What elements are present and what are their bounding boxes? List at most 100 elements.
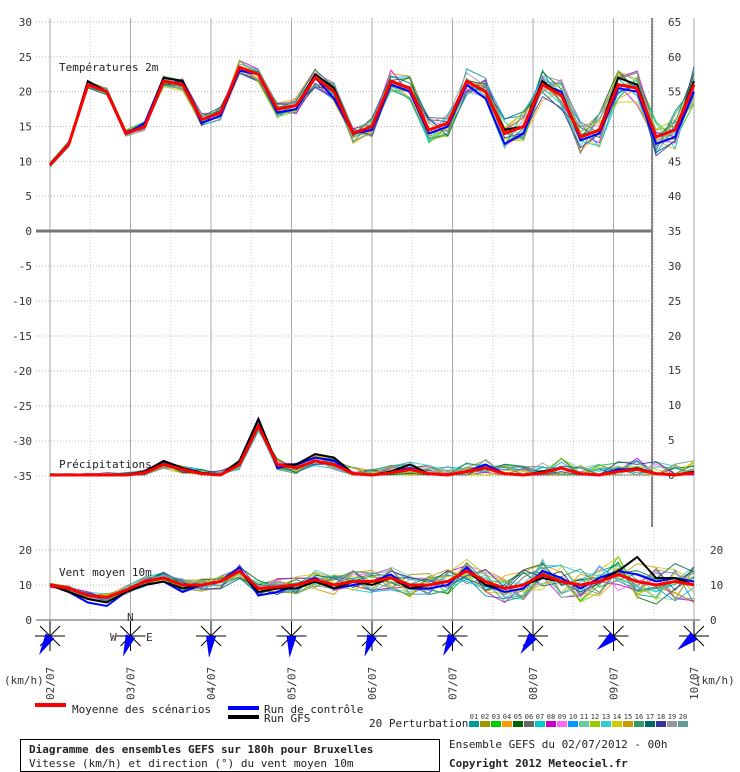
wind-perturbation-5 <box>49 561 695 605</box>
temp-right-tick: 35 <box>668 225 681 238</box>
perturbation-swatch <box>601 721 611 727</box>
compass-e-label: E <box>146 631 153 644</box>
date-label: 10/07 <box>688 667 701 700</box>
legend-gfs-label: Run GFS <box>264 712 310 725</box>
perturbation-swatch <box>590 721 600 727</box>
footer-title-box: Diagramme des ensembles GEFS sur 180h po… <box>20 739 440 772</box>
wind-rose <box>196 621 226 658</box>
perturbation-swatch <box>480 721 490 727</box>
perturbation-swatch <box>557 721 567 727</box>
temp-right-tick: 65 <box>668 16 681 29</box>
rose-direction-wedge <box>596 632 617 651</box>
wind-left-tick: 10 <box>19 579 32 592</box>
precip-right-tick: 15 <box>668 364 681 377</box>
date-label: 08/07 <box>527 667 540 700</box>
date-label: 03/07 <box>125 667 138 700</box>
rose-direction-wedge <box>677 632 698 651</box>
date-label: 06/07 <box>366 667 379 700</box>
perturbation-number: 20 <box>679 713 687 721</box>
lower-left-tick: -35 <box>12 470 32 483</box>
perturbation-number: 19 <box>668 713 676 721</box>
perturbation-number: 01 <box>470 713 478 721</box>
wind-rose <box>276 621 307 658</box>
lower-right-tick: 30 <box>668 260 681 273</box>
perturbation-swatch <box>634 721 644 727</box>
lower-left-tick: -15 <box>12 330 32 343</box>
lower-right-tick: 20 <box>668 330 681 343</box>
wind-left-tick: 0 <box>25 614 32 627</box>
wind-rose <box>596 621 629 651</box>
perturbation-swatch <box>579 721 589 727</box>
wind-perturbation-20 <box>49 560 695 601</box>
perturbation-number: 05 <box>514 713 522 721</box>
rose-direction-wedge <box>443 633 458 656</box>
perturbation-swatch <box>491 721 501 727</box>
date-label: 05/07 <box>286 667 299 700</box>
perturbation-swatch <box>469 721 479 727</box>
temp-series-mean <box>48 65 696 166</box>
footer-subtitle: Vitesse (km/h) et direction (°) du vent … <box>29 757 354 770</box>
legend-control-label: Run de contrôle <box>264 703 363 716</box>
perturbation-swatch <box>612 721 622 727</box>
perturbation-number: 17 <box>646 713 654 721</box>
perturbation-swatch <box>656 721 666 727</box>
perturbation-swatch <box>502 721 512 727</box>
grid-lines <box>36 18 700 621</box>
perturbation-swatch <box>645 721 655 727</box>
perturbation-swatch <box>524 721 534 727</box>
wind-right-tick: 10 <box>710 579 723 592</box>
precip-right-tick: 10 <box>668 399 681 412</box>
temp-right-tick: 40 <box>668 190 681 203</box>
temperature-main-lines <box>48 65 696 166</box>
temp-left-tick: 0 <box>25 225 32 238</box>
date-axis-labels: 02/07 03/07 04/07 05/07 06/07 07/07 08/07 09/07… <box>44 667 701 700</box>
precip-series-mean <box>50 422 695 477</box>
rose-direction-wedge <box>364 634 377 657</box>
temp-right-tick: 60 <box>668 51 681 64</box>
perturbation-number: 14 <box>613 713 621 721</box>
wind-rose <box>115 621 146 657</box>
wind-rose <box>677 621 709 651</box>
rose-direction-wedge <box>286 635 297 658</box>
footer-copyright: Copyright 2012 Meteociel.fr <box>449 757 628 770</box>
perturbation-number: 07 <box>536 713 544 721</box>
perturbation-number: 12 <box>591 713 599 721</box>
rose-axis <box>120 625 141 647</box>
lower-left-tick: -25 <box>12 400 32 413</box>
perturbation-number: 10 <box>569 713 577 721</box>
temp-left-tick: 5 <box>25 190 32 203</box>
wind-right-tick: 0 <box>710 614 717 627</box>
wind-rose <box>437 621 468 656</box>
perturbation-number: 15 <box>624 713 632 721</box>
perturbation-number: 02 <box>481 713 489 721</box>
precip-right-tick: 5 <box>668 434 675 447</box>
wind-direction-roses <box>35 621 709 658</box>
compass-w-label: W <box>110 631 117 644</box>
date-label: 02/07 <box>44 667 57 700</box>
perturbation-swatch <box>678 721 688 727</box>
perturbation-number: 06 <box>525 713 533 721</box>
wind-right-tick: 20 <box>710 544 723 557</box>
lower-left-tick: -5 <box>19 260 32 273</box>
wind-panel-title: Vent moyen 10m <box>59 566 152 579</box>
perturbation-number: 04 <box>503 713 511 721</box>
lower-left-tick: -30 <box>12 435 32 448</box>
perturbation-number: 08 <box>547 713 555 721</box>
rose-direction-wedge <box>122 634 136 657</box>
perturbation-number: 09 <box>558 713 566 721</box>
footer-title: Diagramme des ensembles GEFS sur 180h po… <box>29 743 373 756</box>
rose-direction-wedge <box>520 633 538 655</box>
compass-n-label: N <box>127 611 134 624</box>
date-label: 09/07 <box>608 667 621 700</box>
wind-rose <box>518 621 548 655</box>
temp-left-tick: 30 <box>19 16 32 29</box>
perturbation-number: 03 <box>492 713 500 721</box>
perturbation-swatch <box>535 721 545 727</box>
temp-left-tick: 25 <box>19 51 32 64</box>
perturbation-number: 11 <box>580 713 588 721</box>
wind-main-lines <box>49 555 695 608</box>
unit-right-label: (km/h) <box>695 674 735 687</box>
perturbation-swatch <box>623 721 633 727</box>
wind-left-tick: 20 <box>19 544 32 557</box>
